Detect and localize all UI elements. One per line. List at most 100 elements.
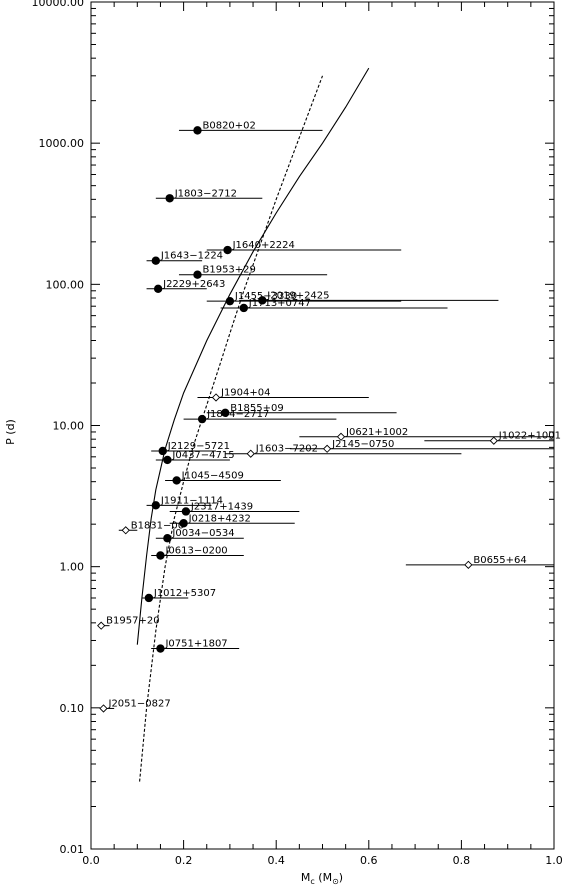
data-point-open — [211, 393, 221, 402]
x-axis-title-unit-open: (M — [315, 871, 332, 884]
data-point-group: J1804−2717 — [183, 409, 337, 424]
data-point-group: J0437−4715 — [155, 450, 235, 465]
data-point-open — [246, 449, 255, 458]
data-point-group: J1012+5307 — [141, 588, 216, 603]
point-label: J0437−4715 — [171, 450, 234, 461]
data-point-filled — [165, 194, 174, 203]
data-point-filled — [239, 303, 248, 313]
data-point-filled — [156, 644, 165, 653]
y-tick-label: 0.01 — [60, 843, 85, 856]
axes: 0.0 0.2 0.4 0.6 0.8 1.0 0.01 0.10 1.00 10.00 100.0… — [32, 0, 563, 867]
point-label: B1855+09 — [230, 403, 283, 414]
data-point-group: J1803−2712 — [155, 188, 263, 203]
point-label: J0613−0200 — [164, 545, 227, 556]
data-point-group: J0034−0534 — [155, 528, 244, 543]
x-tick-label: 0.0 — [82, 854, 100, 867]
model-curve-solid — [136, 67, 370, 645]
data-point-group: B1831−00 — [118, 520, 184, 535]
y-tick-label: 1.00 — [60, 561, 85, 574]
point-label: J1045−4509 — [181, 470, 244, 481]
point-label: B1953+29 — [202, 265, 255, 276]
point-label: J1022+1001 — [498, 431, 561, 442]
data-point-group: J1455−3330 — [206, 291, 402, 306]
point-label: J2317+1439 — [190, 501, 253, 512]
data-point-group: J1045−4509 — [165, 470, 281, 485]
x-axis-title: Mc (M⊙) — [301, 871, 343, 886]
point-label: B0655+64 — [473, 555, 526, 566]
x-tick-label: 0.2 — [175, 854, 193, 867]
data-point-group: J1904+04 — [197, 387, 369, 402]
data-point-group: B0820+02 — [178, 120, 323, 135]
point-label: B1831−00 — [131, 520, 184, 531]
point-label: B1957+20 — [106, 616, 159, 627]
point-label: B0820+02 — [202, 120, 255, 131]
data-point-open — [464, 560, 473, 569]
data-point-group: J1643−1224 — [146, 251, 223, 265]
data-point-group: J0613−0200 — [151, 545, 244, 560]
data-point-group: J1603−7202 — [225, 444, 462, 458]
point-label: J1804−2717 — [206, 409, 269, 420]
data-point-group: J2129−5721 — [151, 441, 230, 456]
data-point-filled — [258, 296, 267, 305]
data-point-filled — [193, 270, 202, 279]
x-axis-title-sub: c — [310, 877, 314, 886]
y-tick-label: 1000.00 — [39, 137, 85, 150]
data-point-open — [489, 436, 498, 445]
point-label: J0751+1807 — [164, 639, 227, 650]
point-label: J2051−0827 — [108, 698, 171, 709]
data-point-open — [336, 432, 346, 441]
data-point-group: J2145−0750 — [290, 439, 554, 453]
y-tick-label: 0.10 — [60, 702, 85, 715]
point-label: J2145−0750 — [331, 439, 394, 450]
point-label: J0218+4232 — [188, 513, 251, 524]
point-label: J2229+2643 — [162, 279, 225, 290]
point-label: J1012+5307 — [153, 588, 216, 599]
data-point-group: B1953+29 — [178, 265, 328, 279]
data-point-filled — [144, 593, 154, 603]
data-point-group: B1855+09 — [206, 403, 397, 418]
data-point-open — [99, 704, 108, 713]
x-tick-label: 0.8 — [453, 854, 471, 867]
data-point-group: J1911−1114 — [146, 495, 223, 510]
point-label: J2129−5721 — [167, 441, 230, 452]
point-label: J1640+2224 — [232, 240, 295, 251]
data-point-group: B0655+64 — [405, 555, 554, 569]
data-point-group: J2317+1439 — [169, 501, 300, 516]
data-point-filled — [163, 455, 172, 465]
data-point-filled — [156, 551, 165, 560]
y-tick-label: 100.00 — [46, 278, 85, 291]
y-tick-label: 10000.00 — [32, 0, 85, 9]
data-point-filled — [197, 414, 207, 424]
data-point-open — [97, 621, 106, 630]
data-point-filled — [163, 534, 172, 543]
model-curve-dashed — [139, 75, 324, 782]
y-tick-label: 10.00 — [53, 420, 85, 433]
point-label: J1904+04 — [220, 387, 271, 398]
model-curves — [136, 67, 370, 782]
data-point-group: J0621+1002 — [299, 427, 554, 441]
data-point-group: J0218+4232 — [169, 513, 295, 528]
data-point-filled — [153, 284, 163, 293]
point-label: J1803−2712 — [174, 188, 237, 199]
data-point-filled — [158, 446, 167, 456]
y-axis-title: P (d) — [4, 419, 17, 445]
point-label: J0621+1002 — [345, 427, 408, 438]
data-point-filled — [225, 296, 235, 306]
point-label: J1643−1224 — [160, 251, 223, 262]
point-label: J1713+0747 — [248, 298, 311, 309]
data-point-open — [322, 444, 332, 453]
data-point-filled — [179, 519, 188, 528]
x-tick-label: 1.0 — [545, 854, 563, 867]
x-tick-label: 0.6 — [360, 854, 378, 867]
data-point-group: J0751+1807 — [151, 639, 240, 653]
data-point-filled — [221, 408, 230, 418]
data-point-group: J1713+0747 — [220, 298, 448, 313]
data-point-group: J1640+2224 — [206, 240, 402, 255]
plot-area: B0820+02 J1803−2712 J1640+2224 J1643−1224 B1… — [90, 1, 561, 850]
x-axis-title-unit-close: ) — [339, 871, 343, 884]
data-point-group: J2051−0827 — [99, 698, 171, 713]
data-points: B0820+02 J1803−2712 J1640+2224 J1643−1224 B1… — [97, 120, 561, 713]
data-point-filled — [151, 501, 161, 510]
point-label: J1455−3330 — [234, 291, 297, 302]
